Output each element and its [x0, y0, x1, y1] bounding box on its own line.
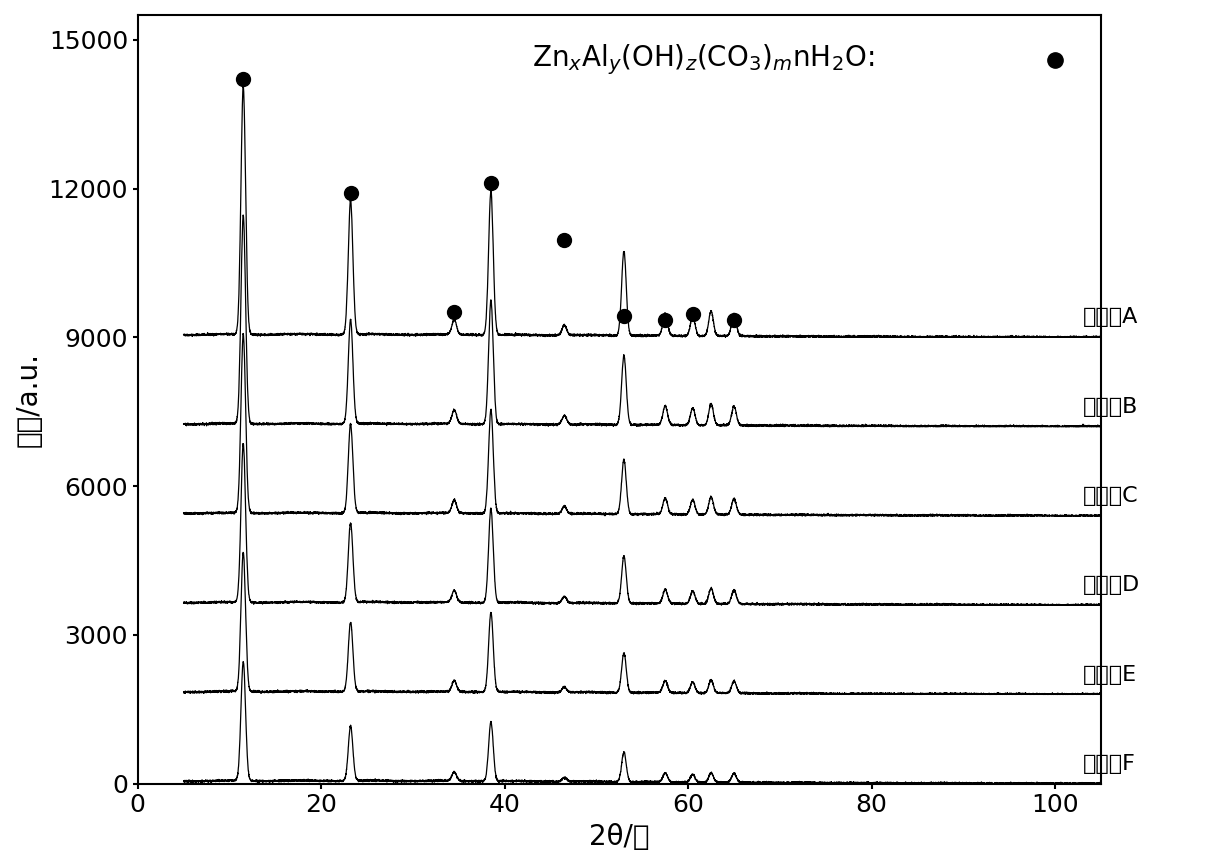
- Y-axis label: 强度/a.u.: 强度/a.u.: [15, 352, 43, 447]
- Text: 前驱体B: 前驱体B: [1082, 397, 1138, 417]
- Text: 前驱体A: 前驱体A: [1082, 307, 1138, 327]
- Text: 前驱体F: 前驱体F: [1082, 753, 1136, 774]
- Text: Zn$_x$Al$_y$(OH)$_z$(CO$_3$)$_m$nH$_2$O:: Zn$_x$Al$_y$(OH)$_z$(CO$_3$)$_m$nH$_2$O:: [533, 42, 874, 77]
- X-axis label: 2θ/度: 2θ/度: [589, 823, 649, 851]
- Text: 前驱体D: 前驱体D: [1082, 575, 1139, 595]
- Text: 前驱体E: 前驱体E: [1082, 664, 1137, 684]
- Text: 前驱体C: 前驱体C: [1082, 486, 1138, 506]
